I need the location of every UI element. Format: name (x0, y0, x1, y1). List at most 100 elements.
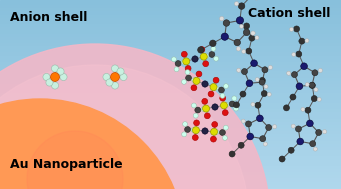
Circle shape (246, 48, 252, 54)
Circle shape (221, 33, 228, 40)
Circle shape (266, 125, 272, 130)
Bar (0, 180, 341, 183)
Circle shape (237, 68, 241, 72)
Bar (0, 9, 341, 13)
Circle shape (238, 3, 245, 9)
Circle shape (223, 125, 228, 130)
Circle shape (175, 61, 181, 67)
Bar (0, 38, 341, 41)
Bar (0, 28, 341, 32)
Bar (0, 13, 341, 16)
Circle shape (192, 56, 198, 62)
Bar (0, 139, 341, 142)
Circle shape (193, 113, 198, 118)
Bar (0, 120, 341, 123)
Circle shape (46, 79, 53, 86)
Bar (0, 123, 341, 126)
Bar (0, 35, 341, 38)
Circle shape (110, 73, 119, 81)
Circle shape (196, 71, 202, 77)
Circle shape (301, 63, 308, 70)
Bar (0, 110, 341, 113)
Circle shape (239, 24, 243, 28)
Circle shape (301, 107, 305, 111)
Bar (0, 22, 341, 25)
Bar (0, 82, 341, 85)
Bar (0, 85, 341, 88)
Circle shape (194, 120, 199, 126)
Bar (0, 44, 341, 47)
Circle shape (260, 136, 266, 142)
Circle shape (297, 138, 303, 145)
Circle shape (313, 147, 317, 151)
Circle shape (220, 93, 225, 98)
Circle shape (236, 17, 243, 24)
Circle shape (220, 95, 226, 101)
Circle shape (208, 91, 214, 97)
Circle shape (268, 65, 272, 70)
Circle shape (234, 2, 239, 6)
Circle shape (296, 83, 303, 90)
Bar (0, 41, 341, 44)
Circle shape (51, 82, 59, 89)
Circle shape (316, 129, 322, 136)
Circle shape (220, 130, 225, 136)
Circle shape (287, 71, 291, 75)
Bar (0, 79, 341, 82)
Circle shape (0, 123, 161, 189)
Bar (0, 104, 341, 107)
Circle shape (296, 51, 302, 57)
Circle shape (294, 26, 300, 32)
Circle shape (209, 52, 215, 57)
Bar (0, 88, 341, 91)
Bar (0, 186, 341, 189)
Circle shape (223, 20, 230, 26)
Circle shape (267, 92, 271, 96)
Circle shape (236, 47, 241, 51)
Circle shape (292, 72, 297, 77)
Circle shape (201, 107, 206, 112)
Bar (0, 94, 341, 98)
Bar (0, 126, 341, 129)
Bar (0, 154, 341, 157)
Circle shape (314, 88, 318, 92)
Bar (0, 132, 341, 136)
Bar (0, 167, 341, 170)
Circle shape (51, 65, 59, 72)
Circle shape (112, 65, 119, 72)
Circle shape (261, 91, 267, 97)
Circle shape (202, 81, 208, 87)
Circle shape (222, 110, 228, 116)
Circle shape (214, 129, 219, 134)
Circle shape (210, 136, 217, 142)
Bar (0, 60, 341, 63)
Bar (0, 151, 341, 154)
Circle shape (193, 77, 200, 84)
Circle shape (43, 74, 50, 81)
Bar (0, 98, 341, 101)
Circle shape (199, 47, 205, 53)
Text: Cation shell: Cation shell (248, 7, 330, 20)
Circle shape (246, 80, 253, 87)
Circle shape (198, 47, 204, 53)
Circle shape (241, 119, 245, 123)
Circle shape (288, 147, 294, 153)
Circle shape (224, 84, 228, 89)
Bar (0, 50, 341, 53)
Circle shape (204, 113, 210, 119)
Circle shape (290, 27, 294, 31)
Circle shape (255, 36, 259, 40)
Circle shape (240, 91, 246, 97)
Circle shape (309, 82, 315, 88)
Circle shape (229, 151, 235, 157)
Bar (0, 91, 341, 94)
Circle shape (191, 128, 196, 132)
Circle shape (251, 31, 255, 35)
Circle shape (305, 107, 311, 113)
Circle shape (241, 69, 248, 75)
Bar (0, 19, 341, 22)
Circle shape (262, 67, 268, 73)
Bar (0, 157, 341, 161)
Circle shape (249, 35, 255, 41)
Bar (0, 142, 341, 145)
